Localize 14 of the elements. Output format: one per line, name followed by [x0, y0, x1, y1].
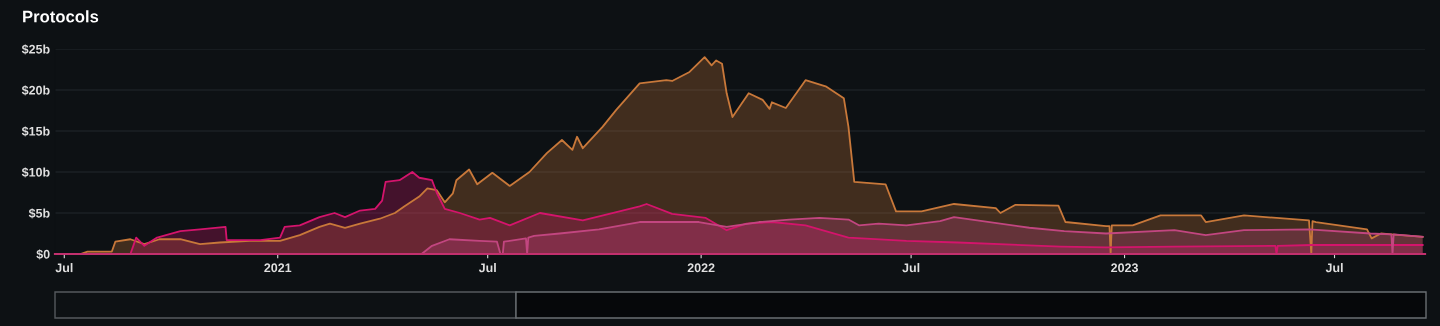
x-tick-label: Jul: [478, 263, 496, 273]
x-tick-label: Jul: [1325, 263, 1343, 273]
y-tick-label: $25b: [21, 44, 50, 55]
y-tick-label: $15b: [21, 126, 50, 137]
y-tick-label: $20b: [21, 85, 50, 96]
x-tick-label: 2021: [264, 263, 292, 273]
x-tick-label: Jul: [55, 263, 73, 273]
x-tick-label: Jul: [902, 263, 920, 273]
y-tick-label: $0: [36, 249, 50, 260]
chart-title: Protocols: [23, 10, 99, 23]
x-tick-label: 2022: [687, 263, 715, 273]
y-tick-label: $10b: [21, 167, 50, 178]
y-tick-label: $5b: [28, 208, 50, 219]
x-tick-label: 2023: [1111, 263, 1138, 273]
